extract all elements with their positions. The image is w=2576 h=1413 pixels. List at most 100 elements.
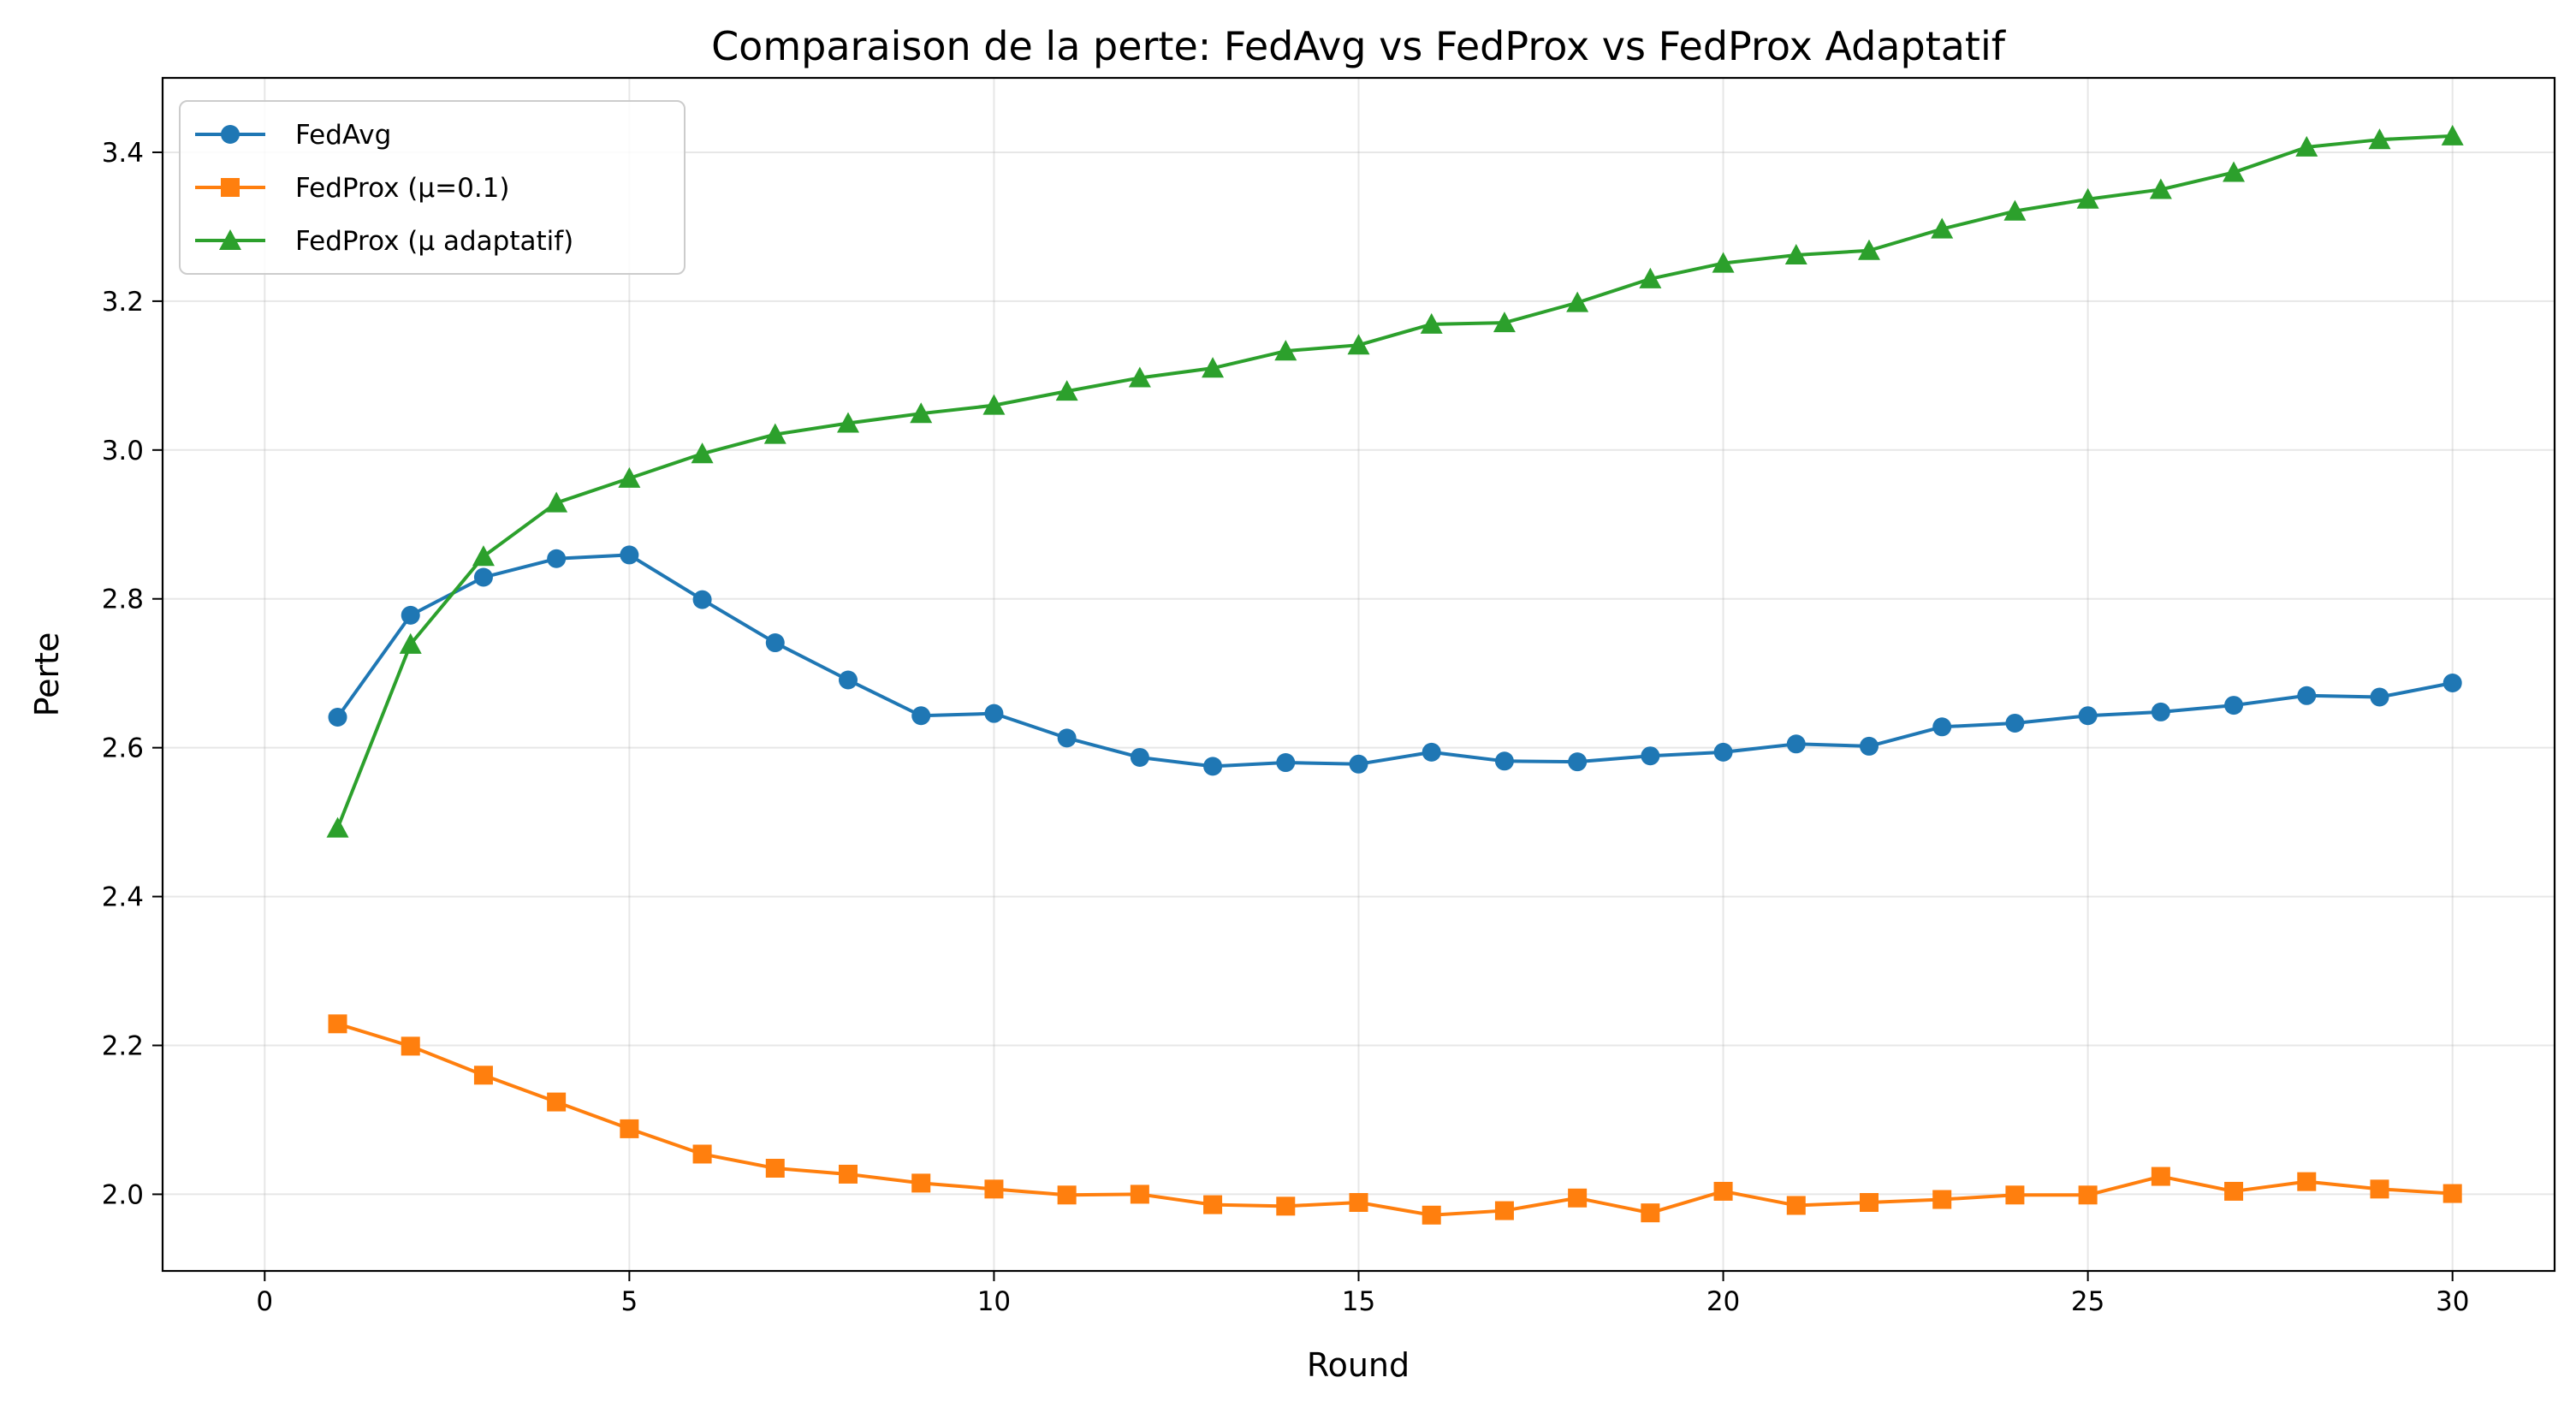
data-point — [1203, 1195, 1223, 1214]
data-point — [1276, 753, 1296, 773]
data-point — [1932, 717, 1952, 737]
y-tick-label: 2.0 — [102, 1179, 144, 1210]
plot-area — [163, 78, 2555, 1271]
data-point — [1422, 1205, 1441, 1225]
data-point — [1859, 736, 1879, 756]
data-point — [837, 412, 860, 433]
data-point — [1276, 1196, 1296, 1216]
data-point — [620, 1119, 639, 1138]
data-point — [1057, 728, 1077, 748]
data-point — [2003, 199, 2027, 221]
data-point — [1422, 742, 1441, 762]
data-point — [2224, 1181, 2244, 1201]
data-point — [473, 567, 493, 587]
data-point — [1055, 380, 1078, 401]
data-point — [1203, 757, 1223, 776]
data-point — [1713, 742, 1733, 762]
x-axis-title: Round — [1307, 1346, 1410, 1384]
legend-swatch-marker — [219, 229, 241, 251]
data-point — [547, 549, 567, 568]
data-point — [1130, 747, 1149, 767]
legend: FedAvg FedProx (μ=0.1) FedProx (μ adaptati… — [179, 100, 686, 275]
data-point — [399, 632, 422, 654]
legend-label: FedProx (μ adaptatif) — [295, 226, 573, 257]
data-point — [1568, 1188, 1588, 1208]
data-point — [1786, 734, 1806, 754]
series-line — [335, 134, 2454, 830]
data-point — [1639, 267, 1662, 288]
data-point — [2441, 124, 2464, 145]
data-point — [473, 1066, 493, 1085]
data-point — [765, 633, 785, 653]
x-tick-label: 30 — [2436, 1286, 2469, 1317]
data-point — [1349, 754, 1368, 774]
data-point — [2005, 1185, 2025, 1205]
data-point — [618, 466, 641, 488]
data-point — [328, 708, 347, 727]
legend-item: FedProx (μ adaptatif) — [195, 226, 573, 257]
data-point — [839, 1164, 858, 1184]
legend-box — [179, 100, 686, 275]
data-point — [1713, 1181, 1733, 1201]
data-point — [692, 1144, 712, 1164]
legend-label: FedAvg — [295, 120, 391, 151]
data-point — [2076, 187, 2099, 209]
data-point — [1786, 1196, 1806, 1215]
data-point — [910, 402, 933, 424]
data-point — [1202, 357, 1225, 378]
y-tick-label: 2.6 — [102, 733, 144, 764]
data-point — [1349, 1192, 1368, 1212]
data-point — [2442, 1184, 2462, 1203]
legend-items: FedAvg FedProx (μ=0.1) FedProx (μ adaptati… — [195, 120, 573, 257]
data-point — [2442, 674, 2462, 693]
data-point — [1859, 1192, 1879, 1212]
x-tick-label: 25 — [2071, 1286, 2104, 1317]
x-tick-label: 15 — [1342, 1286, 1375, 1317]
series-2 — [328, 1014, 2462, 1225]
data-point — [1347, 334, 1370, 355]
data-point — [984, 704, 1004, 723]
x-tick-label: 20 — [1706, 1286, 1740, 1317]
data-point — [691, 442, 714, 464]
data-point — [763, 423, 786, 444]
data-point — [692, 590, 712, 609]
data-point — [1641, 746, 1660, 766]
data-point — [1932, 1190, 1952, 1209]
data-point — [2005, 713, 2025, 733]
data-point — [1057, 1185, 1077, 1205]
data-point — [1420, 312, 1443, 334]
y-tick-label: 2.8 — [102, 585, 144, 615]
data-point — [2149, 178, 2172, 199]
data-point — [2297, 686, 2317, 705]
data-point — [1494, 751, 1514, 771]
data-point — [1641, 1203, 1660, 1223]
series-line — [335, 553, 2454, 769]
data-point — [547, 1092, 567, 1112]
chart-title: Comparaison de la perte: FedAvg vs FedPr… — [711, 23, 2007, 69]
y-tick-label: 2.2 — [102, 1031, 144, 1062]
data-point — [911, 1173, 931, 1193]
data-point — [1784, 243, 1807, 265]
data-point — [1494, 1201, 1514, 1220]
legend-item: FedProx (μ=0.1) — [195, 173, 510, 204]
data-point — [1130, 1184, 1149, 1204]
y-tick-label: 3.4 — [102, 138, 144, 169]
data-point — [2370, 1179, 2389, 1199]
y-tick-label: 2.4 — [102, 882, 144, 913]
data-point — [2151, 702, 2170, 721]
data-point — [2223, 161, 2246, 182]
data-point — [1493, 312, 1516, 333]
data-point — [1274, 340, 1297, 361]
y-axis-title: Perte — [28, 632, 66, 717]
data-point — [2295, 135, 2318, 157]
data-point — [1128, 366, 1151, 388]
data-point — [765, 1158, 785, 1178]
series-3 — [326, 124, 2464, 838]
data-point — [1931, 217, 1954, 239]
axis-ticks: 0 5 10 15 20 25 30 2.0 2.2 2.4 2.6 2.8 3.0 3.2 3.4 — [102, 138, 2470, 1317]
data-point — [2370, 687, 2389, 707]
data-point — [2368, 128, 2391, 150]
legend-item: FedAvg — [195, 120, 391, 151]
data-point — [2078, 706, 2098, 726]
